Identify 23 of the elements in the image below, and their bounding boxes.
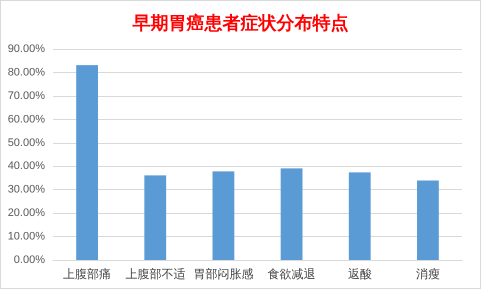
x-tick-label: 返酸 xyxy=(348,267,372,281)
y-tick-label: 90.00% xyxy=(8,43,46,55)
x-tick-label: 上腹部不适 xyxy=(125,267,186,281)
y-tick-label: 40.00% xyxy=(8,160,46,172)
y-tick-label: 60.00% xyxy=(8,113,46,126)
x-tick-label: 胃部闷胀感 xyxy=(193,267,254,281)
x-tick-label: 上腹部痛 xyxy=(63,267,112,281)
bar xyxy=(76,65,98,260)
y-tick-label: 50.00% xyxy=(8,136,46,149)
bar xyxy=(280,168,302,260)
bar xyxy=(212,171,234,260)
y-tick-label: 70.00% xyxy=(8,90,46,102)
y-tick-label: 30.00% xyxy=(8,184,46,196)
y-tick-label: 20.00% xyxy=(8,207,46,220)
y-tick-label: 10.00% xyxy=(8,230,46,243)
x-tick-label: 食欲减退 xyxy=(268,267,316,281)
y-tick-label: 80.00% xyxy=(8,66,46,78)
bar xyxy=(417,180,439,260)
y-tick-label: 0.00% xyxy=(14,254,46,266)
x-tick-label: 消瘦 xyxy=(416,267,440,281)
bar xyxy=(348,172,371,260)
chart-title: 早期胃癌患者症状分布特点 xyxy=(132,13,348,33)
bar xyxy=(144,175,166,260)
